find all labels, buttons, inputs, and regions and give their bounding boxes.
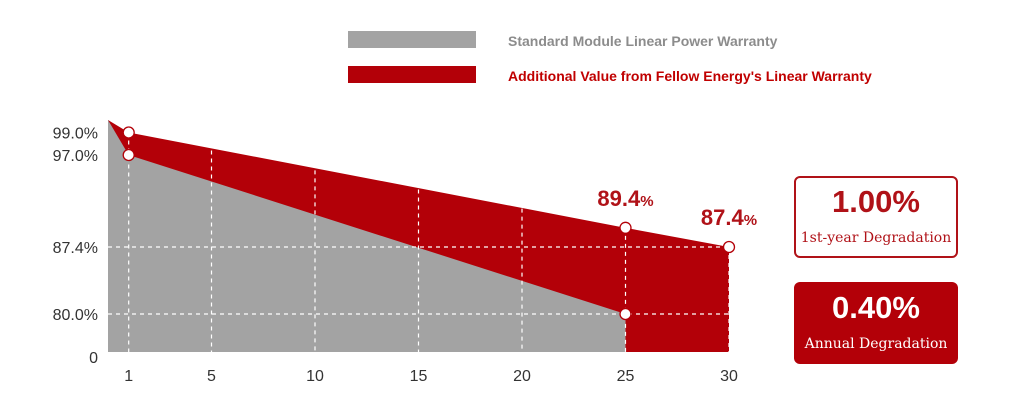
plot-area (108, 120, 739, 352)
legend-label-standard: Standard Module Linear Power Warranty (508, 33, 778, 49)
annual-degradation-value: 0.40% (832, 290, 920, 325)
area-standard-warranty (108, 120, 626, 352)
x-tick-label: 25 (617, 368, 635, 385)
data-point-marker (122, 126, 135, 139)
first-year-degradation-value: 1.00% (832, 184, 920, 219)
y-tick-label: 99.0% (53, 126, 98, 143)
x-tick-label: 10 (306, 368, 324, 385)
y-tick-label: 97.0% (53, 148, 98, 165)
first-year-degradation-badge: 1.00% 1st-year Degradation (794, 176, 958, 258)
data-point-marker (122, 148, 135, 162)
first-year-degradation-caption: 1st-year Degradation (800, 230, 952, 246)
y-tick-label: 0 (89, 350, 98, 367)
data-point-marker (619, 221, 632, 234)
value-annotations: 89.4% 87.4% (597, 186, 757, 230)
y-tick-label: 87.4% (53, 240, 98, 257)
annual-degradation-caption: Annual Degradation (804, 336, 948, 352)
legend-swatch-standard (348, 31, 476, 48)
x-tick-label: 20 (513, 368, 531, 385)
data-point-marker (619, 307, 632, 321)
annual-degradation-badge: 0.40% Annual Degradation (794, 282, 958, 364)
data-point-marker (722, 240, 736, 254)
y-axis-ticks: 0 80.0% 87.4% 97.0% 99.0% (53, 126, 98, 368)
x-tick-label: 5 (207, 368, 216, 385)
legend-label-additional: Additional Value from Fellow Energy's Li… (508, 68, 872, 84)
value-annotation: 87.4% (701, 205, 757, 230)
y-tick-label: 80.0% (53, 307, 98, 324)
value-annotation: 89.4% (597, 186, 653, 211)
legend-swatch-additional (348, 66, 476, 83)
x-tick-label: 1 (124, 368, 133, 385)
x-tick-label: 15 (410, 368, 428, 385)
x-axis-ticks: 1 5 10 15 20 25 30 (124, 368, 738, 385)
x-tick-label: 30 (720, 368, 738, 385)
